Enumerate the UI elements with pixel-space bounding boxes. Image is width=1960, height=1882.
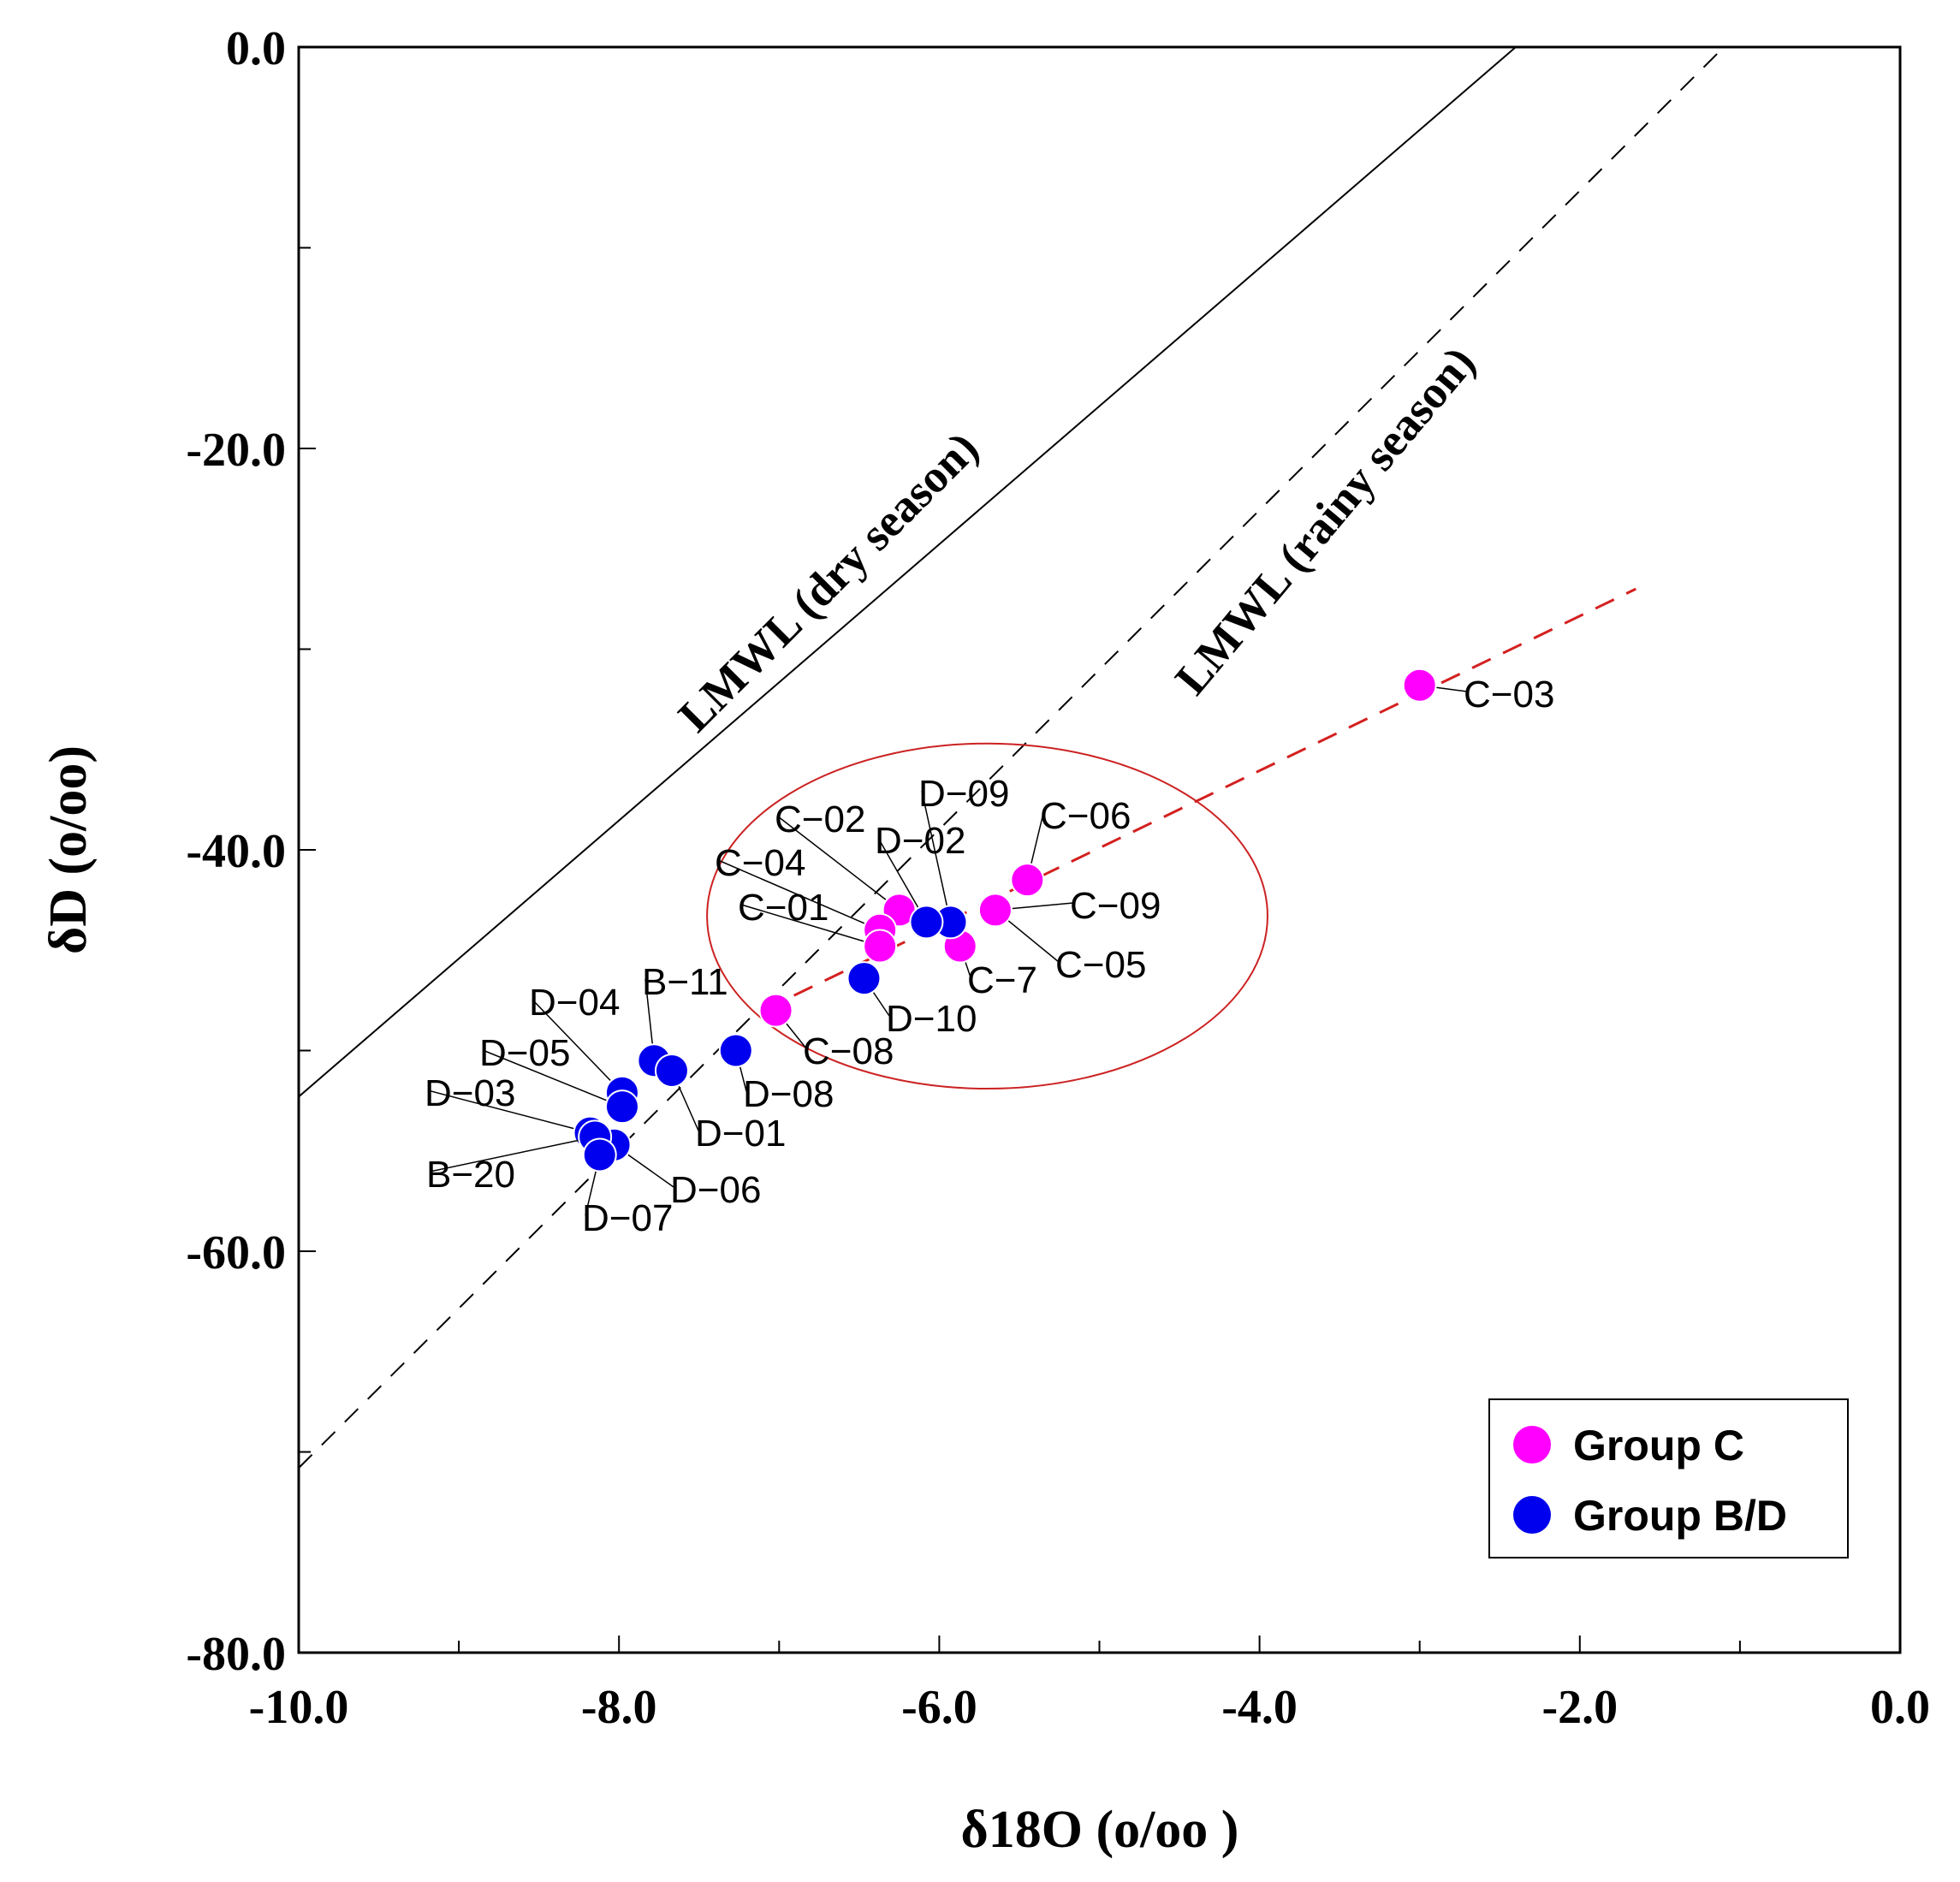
x-tick-label: -6.0	[901, 1681, 977, 1734]
leader-line	[921, 790, 952, 923]
ticks-layer: -10.0 -8.0 -6.0 -4.0 -2.0 0.0 0.0 -20.0 -40.0 -60…	[186, 22, 1930, 1734]
point-label: D−10	[886, 998, 977, 1040]
point-label: B−20	[426, 1154, 515, 1196]
points-layer: C−03C−06C−09C−05C−7C−02C−04C−01C−08D−09D…	[425, 668, 1554, 1239]
leader-line	[482, 1049, 623, 1107]
point-label: D−02	[875, 820, 965, 862]
data-point	[1010, 863, 1045, 898]
grouping-ellipse	[706, 742, 1268, 1090]
point-label: C−05	[1055, 944, 1146, 986]
legend-marker-group-bd	[1513, 1496, 1551, 1534]
leader-line	[717, 859, 881, 931]
y-axis-title: δD (o/oo)	[39, 745, 98, 954]
x-tick-label: 0.0	[1870, 1681, 1930, 1734]
point-label: D−07	[582, 1197, 673, 1239]
point-label: C−7	[967, 959, 1037, 1001]
point-label: D−04	[529, 982, 620, 1024]
legend-label-group-c: Group C	[1573, 1422, 1744, 1469]
point-label: C−01	[738, 887, 829, 929]
data-point	[718, 1033, 753, 1068]
point-label: D−03	[425, 1072, 515, 1114]
point-label: B−11	[642, 961, 728, 1003]
point-label: C−06	[1040, 795, 1131, 837]
leader-line	[740, 904, 881, 947]
point-label: C−08	[803, 1030, 894, 1072]
point-label: C−03	[1464, 674, 1554, 715]
data-point	[1402, 668, 1437, 703]
lmwl-rainy-label: LMWL (rainy season)	[1165, 336, 1485, 704]
point-label: D−01	[695, 1113, 786, 1155]
data-point	[582, 1137, 617, 1173]
point-label: D−06	[670, 1169, 761, 1211]
x-tick-label: -2.0	[1541, 1681, 1618, 1734]
x-tick-label: -10.0	[249, 1681, 349, 1734]
series-group-c: C−03 C−06 C−09 C−05 C−7 C−02C−04C−01 C−08	[715, 668, 1554, 1072]
data-point	[909, 905, 944, 940]
lmwl-dry-line	[298, 46, 1517, 1098]
point-label: C−02	[775, 799, 865, 840]
series-group-bd: D−09 D−02 D−10 D−08 B−11 D−01 D−04 D−05D−03 D−06…	[425, 773, 1009, 1239]
data-point	[758, 993, 793, 1028]
legend-marker-group-c	[1513, 1426, 1551, 1463]
legend: Group C Group B/D	[1488, 1398, 1849, 1558]
data-point	[654, 1053, 689, 1088]
legend-label-group-bd: Group B/D	[1573, 1492, 1787, 1540]
data-point	[846, 961, 882, 996]
x-axis-title: δ18O (o/oo )	[961, 1801, 1239, 1859]
y-tick-label: -60.0	[186, 1226, 286, 1279]
y-tick-label: 0.0	[226, 22, 286, 75]
y-tick-label: -20.0	[186, 424, 286, 477]
y-tick-label: -80.0	[186, 1628, 286, 1681]
point-label: D−05	[479, 1032, 570, 1074]
lmwl-rainy-line	[298, 46, 1725, 1469]
y-tick-label: -40.0	[186, 825, 286, 878]
trend-line	[762, 587, 1636, 1012]
point-label: C−09	[1070, 885, 1161, 927]
x-tick-label: -8.0	[581, 1681, 657, 1734]
point-label: D−09	[918, 773, 1009, 815]
leader-line	[777, 816, 900, 911]
x-tick-label: -4.0	[1221, 1681, 1298, 1734]
leader-line	[532, 999, 623, 1094]
data-point	[863, 929, 898, 964]
leader-line	[427, 1089, 591, 1134]
legend-box	[1488, 1398, 1849, 1558]
point-label: C−04	[715, 842, 805, 884]
data-point	[604, 1089, 639, 1125]
lines-layer	[298, 46, 1725, 1469]
leader-line	[429, 1136, 596, 1173]
data-point	[977, 893, 1013, 928]
point-label: D−08	[743, 1073, 834, 1115]
lmwl-dry-label: LMWL (dry season)	[668, 422, 988, 741]
